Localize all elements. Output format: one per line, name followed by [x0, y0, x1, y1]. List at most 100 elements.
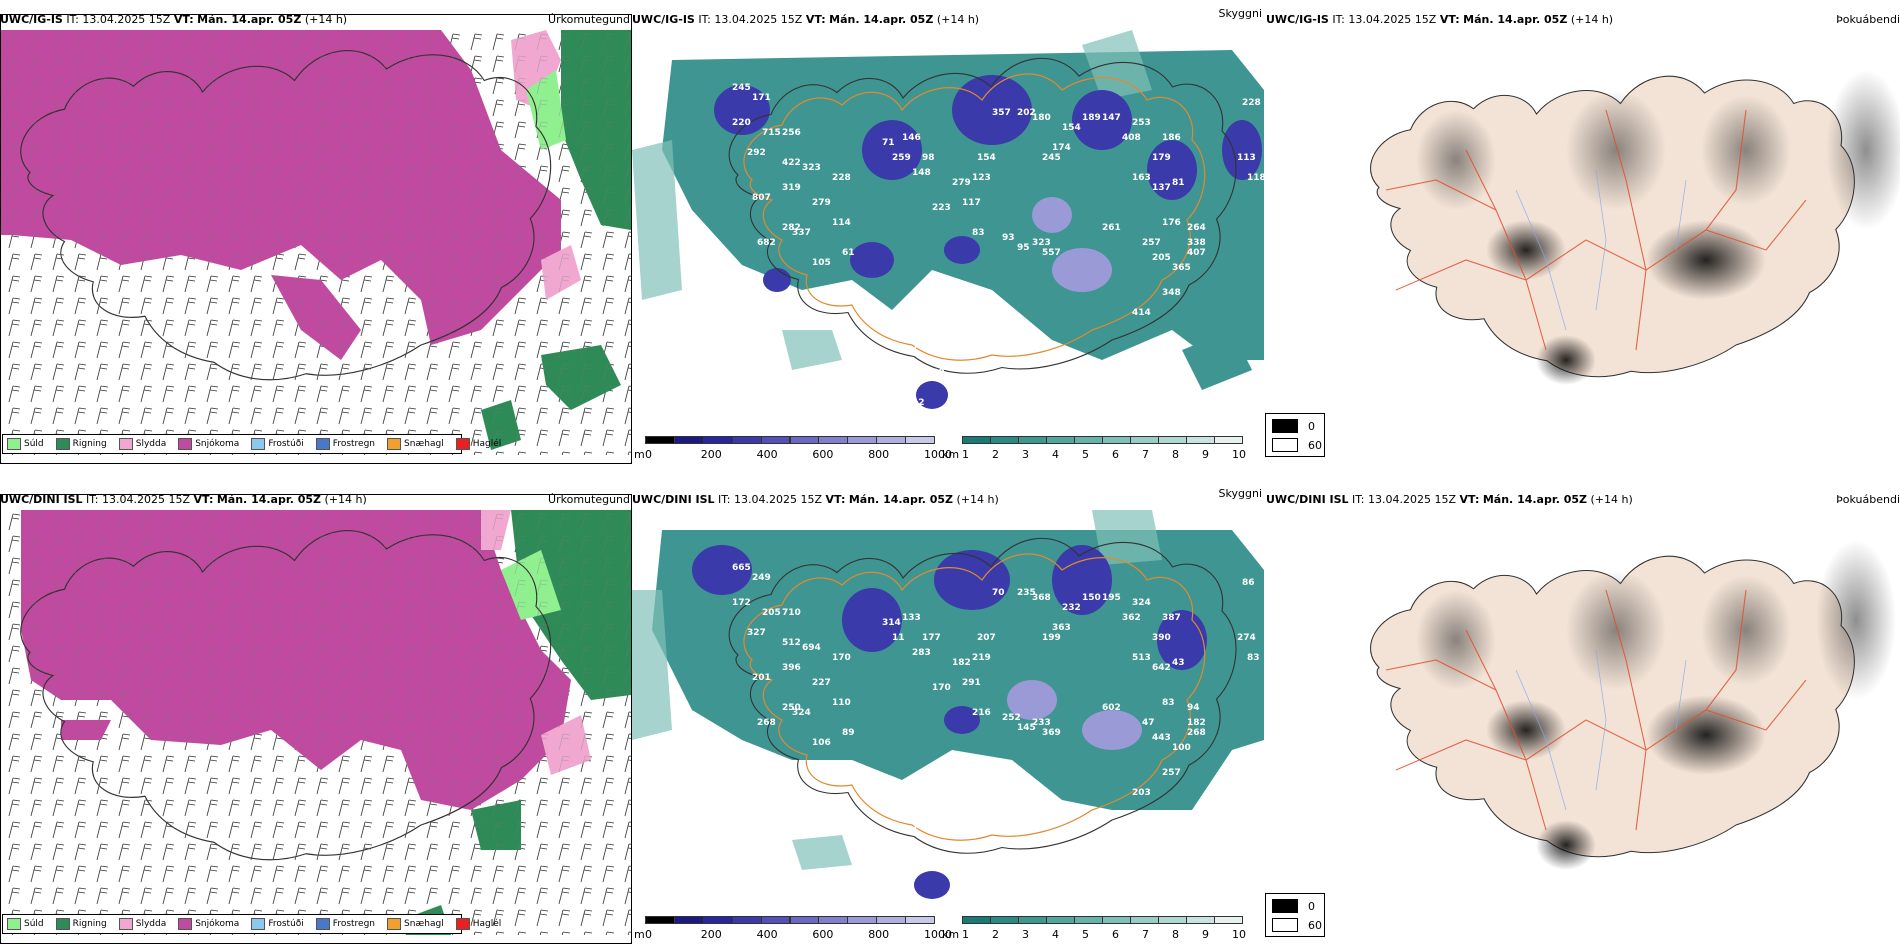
cloud-base-label: 172	[732, 598, 751, 608]
fog-swatch-black	[1272, 899, 1298, 913]
fog-legend: 0 60	[1265, 893, 1325, 937]
cloud-base-label: 257	[1142, 238, 1161, 248]
legend-item: Frostúði	[251, 438, 304, 450]
colorbar-segment	[702, 916, 733, 924]
colorbar-segment	[1186, 916, 1215, 924]
colorbar-tick-label: 8	[1172, 448, 1179, 461]
cloud-base-label: 279	[812, 198, 831, 208]
init-time: 13.04.2025 15Z	[82, 13, 171, 26]
cloud-base-label: 1	[912, 823, 918, 833]
cloud-base-label: 337	[792, 228, 811, 238]
cloud-base-label: 368	[1032, 593, 1051, 603]
legend-item: Slydda	[118, 438, 166, 450]
colorbar-segment	[876, 436, 907, 444]
colorbar-segment	[673, 436, 704, 444]
legend-item: Haglél	[455, 918, 501, 930]
colorbar-tick-label: 1000	[924, 448, 952, 461]
cloud-base-label: 95	[1017, 243, 1030, 253]
colorbar-segment	[1046, 436, 1075, 444]
cloud-base-label: 223	[932, 203, 951, 213]
legend-item: Rigning	[55, 918, 107, 930]
cloud-base-label: 195	[1102, 593, 1121, 603]
cloud-base-label: 61	[842, 248, 855, 258]
colorbar-unit: km	[942, 928, 960, 941]
cloud-base-label: 268	[757, 718, 776, 728]
cloud-base-label: 323	[802, 163, 821, 173]
colorbar-tick-label: 800	[868, 928, 890, 941]
cloud-base-label: 319	[782, 183, 801, 193]
cloud-base-label: 362	[1122, 613, 1141, 623]
cloud-base-label: 408	[1122, 133, 1141, 143]
cloud-base-label: 182	[952, 658, 971, 668]
colorbar-tick-label: 3	[1022, 448, 1029, 461]
row2-precip-panel: UWC/DINI ISL IT: 13.04.2025 15Z VT: Mán.…	[0, 492, 632, 944]
cloud-base-area	[692, 545, 1207, 899]
cloud-base-label: 357	[992, 108, 1011, 118]
legend-swatch	[455, 438, 470, 450]
legend-swatch	[387, 438, 402, 450]
cloud-base-label: 117	[962, 198, 981, 208]
lead-time: (+14 h)	[304, 13, 348, 26]
cloud-base-label: 443	[1152, 733, 1171, 743]
colorbar-tick-label: 1000	[924, 928, 952, 941]
cloud-base-label: 11	[892, 633, 905, 643]
cloud-base-label: 176	[1162, 218, 1181, 228]
colorbar-segment	[1018, 916, 1047, 924]
cloud-base-label: 282	[782, 223, 801, 233]
cloud-base-label: 665	[732, 563, 751, 573]
cloud-base-label: 93	[1002, 233, 1015, 243]
colorbar-tick-label: 3	[1022, 928, 1029, 941]
cloud-base-label: 170	[832, 653, 851, 663]
cloud-base-label: 219	[972, 653, 991, 663]
colorbar-tick-label: 0	[645, 928, 652, 941]
legend-swatch	[178, 918, 193, 930]
cloud-base-label: 324	[1132, 598, 1151, 608]
cloud-base-label: 177	[922, 633, 941, 643]
cloud-base-label: 145	[1017, 723, 1036, 733]
colorbar-tick-label: 400	[756, 448, 778, 461]
colorbar-segment	[1102, 436, 1131, 444]
cloud-base-label: 291	[962, 678, 981, 688]
cloud-base-label: 71	[882, 138, 895, 148]
colorbar-segment	[1074, 916, 1103, 924]
cloud-base-label: 557	[1042, 248, 1061, 258]
cloud-base-label: 512	[782, 638, 801, 648]
cloud-base-label: 283	[912, 648, 931, 658]
cloud-base-colorbar: m 0 200 400 600 800 1000	[634, 436, 952, 466]
legend-item: Snæhagl	[387, 438, 444, 450]
cloud-base-label: 105	[812, 258, 831, 268]
legend-item: Snjókoma	[178, 918, 239, 930]
cloud-base-label: 89	[842, 728, 855, 738]
legend-item: Snjókoma	[178, 438, 239, 450]
colorbar-segment	[1186, 436, 1215, 444]
fog-shading	[1416, 540, 1896, 870]
lead-time: (+14 h)	[324, 493, 367, 506]
colorbar-tick-label: 1	[962, 928, 969, 941]
colorbar-tick-label: 1	[962, 448, 969, 461]
cloud-base-label: 186	[1162, 133, 1181, 143]
colorbar-segment	[1130, 916, 1159, 924]
colorbar-tick-label: 10	[1232, 928, 1246, 941]
cloud-base-label: 182	[1187, 718, 1206, 728]
colorbar-tick-label: 600	[812, 448, 834, 461]
cloud-base-label: 407	[1187, 248, 1206, 258]
cloud-base-label: 106	[812, 738, 831, 748]
road-network	[1385, 109, 1807, 351]
colorbar-segment	[1046, 916, 1075, 924]
colorbar-tick-label: 200	[700, 928, 722, 941]
precip-type-map	[1, 30, 631, 455]
colorbar-segment	[818, 916, 849, 924]
cloud-base-label: 205	[1152, 253, 1171, 263]
fog-swatch-white	[1272, 438, 1298, 452]
cloud-base-label: 113	[1237, 153, 1256, 163]
cloud-base-label: 261	[1102, 223, 1121, 233]
colorbar-segment	[1130, 436, 1159, 444]
cloud-base-label: 252	[1002, 713, 1021, 723]
visibility-colorbar: km 1 2 3 4 5 6 7 8 9 10	[942, 916, 1246, 946]
panel-title-clouds: Skyggni	[1218, 487, 1262, 500]
colorbar-segment	[905, 436, 935, 444]
colorbar-tick-label: 10	[1232, 448, 1246, 461]
colorbar-unit: km	[942, 448, 960, 461]
rivers	[1515, 649, 1687, 811]
